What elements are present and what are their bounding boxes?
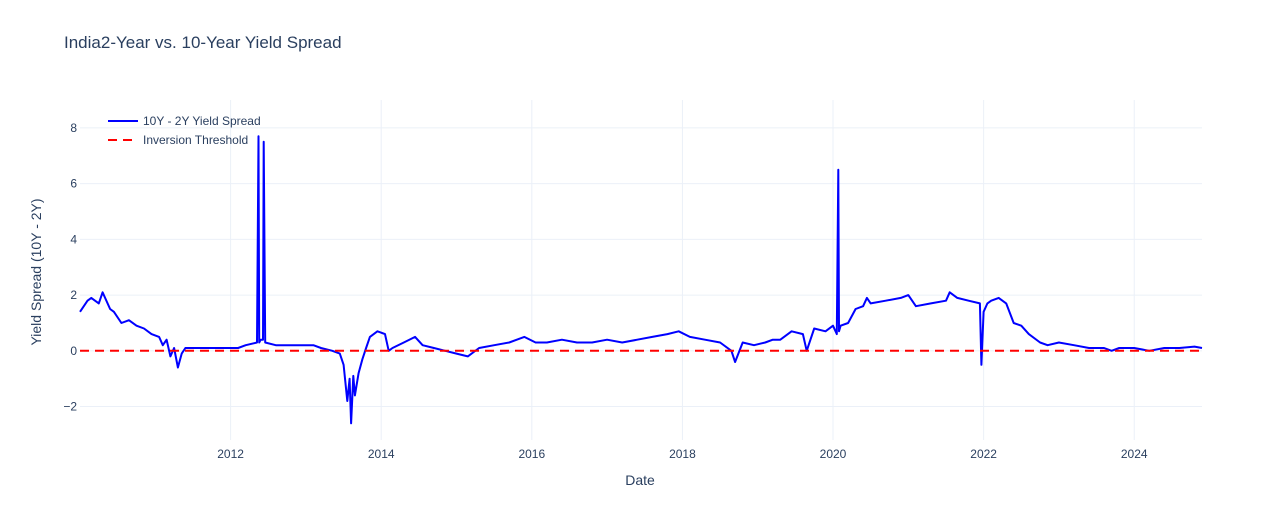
series-lines (79, 135, 1203, 425)
x-tick-label: 2014 (368, 447, 395, 461)
legend-item-label: Inversion Threshold (143, 133, 248, 147)
y-tick-label: 4 (70, 232, 77, 246)
x-tick-label: 2012 (217, 447, 244, 461)
x-axis-title: Date (625, 472, 655, 488)
legend[interactable]: 10Y - 2Y Yield Spread Inversion Threshold (108, 114, 261, 147)
legend-item-label: 10Y - 2Y Yield Spread (143, 114, 261, 128)
x-tick-label: 2016 (518, 447, 545, 461)
series-line-0 (79, 135, 1203, 425)
x-tick-labels: 2012 2014 2016 2018 2020 2022 2024 (217, 447, 1148, 461)
x-tick-label: 2020 (820, 447, 847, 461)
chart-title: India2-Year vs. 10-Year Yield Spread (64, 33, 342, 52)
y-tick-label: 6 (70, 177, 77, 191)
y-tick-label: −2 (63, 400, 77, 414)
grid (80, 100, 1202, 440)
y-tick-labels: −2 0 2 4 6 8 (63, 121, 77, 414)
x-tick-label: 2022 (970, 447, 997, 461)
y-tick-label: 8 (70, 121, 77, 135)
y-axis-title: Yield Spread (10Y - 2Y) (28, 198, 44, 345)
x-tick-label: 2018 (669, 447, 696, 461)
y-tick-label: 2 (70, 288, 77, 302)
x-tick-label: 2024 (1121, 447, 1148, 461)
y-tick-label: 0 (70, 344, 77, 358)
